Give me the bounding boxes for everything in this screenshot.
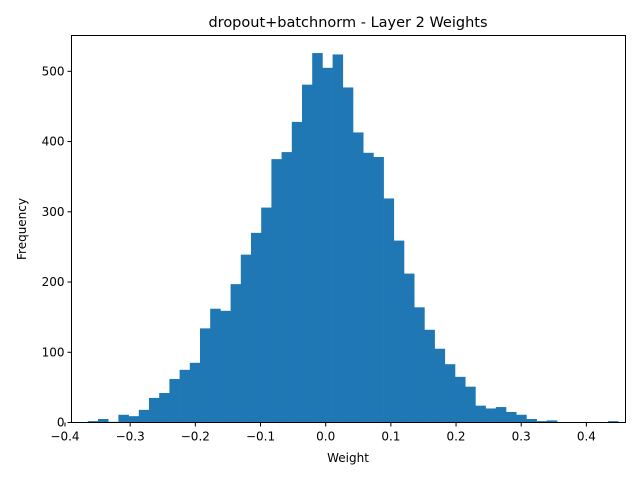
- y-tick-label: 500: [42, 64, 65, 78]
- histogram-bar: [210, 308, 221, 423]
- plot-frame: [71, 35, 626, 423]
- y-tick-label: 100: [42, 345, 65, 359]
- histogram-bar: [312, 53, 323, 423]
- histogram-bar: [475, 405, 486, 423]
- x-tick-label: 0.4: [577, 430, 596, 444]
- x-tick-label: 0.2: [446, 430, 465, 444]
- histogram-bar: [516, 414, 527, 423]
- histogram-bar: [485, 408, 497, 423]
- histogram-bar: [363, 152, 374, 423]
- histogram-bar: [342, 87, 354, 423]
- histogram-bar: [495, 407, 507, 423]
- y-tick-label: 0: [57, 416, 65, 430]
- y-tick-label: 400: [42, 135, 65, 149]
- histogram-bar: [281, 152, 293, 423]
- histogram-bar: [414, 307, 425, 423]
- histogram-bar: [444, 364, 456, 423]
- histogram-bar: [404, 273, 415, 423]
- histogram-bar: [128, 416, 140, 423]
- histogram-bar: [291, 121, 303, 423]
- histogram-bar: [138, 409, 150, 423]
- histogram-bar: [332, 54, 344, 423]
- x-tick-label: −0.2: [181, 430, 210, 444]
- histogram-bar: [465, 386, 476, 423]
- histogram-bar: [220, 310, 231, 423]
- x-tick-label: −0.4: [50, 430, 79, 444]
- histogram-bar: [230, 284, 242, 423]
- x-tick-label: 0.1: [381, 430, 400, 444]
- histogram-bar: [240, 254, 252, 423]
- histogram-bar: [353, 132, 364, 423]
- histogram-bar: [200, 328, 211, 423]
- histogram-bar: [87, 421, 99, 423]
- histogram-bar: [159, 393, 170, 423]
- histogram-bar: [148, 397, 160, 423]
- y-tick-label: 300: [42, 205, 65, 219]
- histogram-bar: [189, 362, 201, 423]
- y-ticks-group: 0 100 200 300 400 500: [42, 64, 72, 430]
- histogram-bar: [536, 421, 548, 423]
- histogram-bar: [261, 207, 272, 423]
- chart-title: dropout+batchnorm - Layer 2 Weights: [208, 15, 487, 31]
- histogram-bar: [169, 378, 180, 423]
- histogram-bar: [322, 67, 333, 423]
- histogram-bar: [373, 157, 384, 423]
- histogram-bar: [434, 348, 446, 423]
- histogram-bar: [608, 421, 619, 423]
- x-tick-label: −0.1: [246, 430, 275, 444]
- x-tick-label: 0.0: [316, 430, 335, 444]
- histogram-bar: [118, 414, 129, 423]
- histogram-bar: [97, 418, 109, 423]
- x-ticks-group: −0.4 −0.3 −0.2 −0.1 0.0 0.1 0.2 0.3 0.4: [50, 422, 596, 444]
- histogram-bar: [383, 198, 395, 423]
- histogram-bar: [526, 418, 537, 423]
- y-axis-label: Frequency: [15, 198, 29, 260]
- histogram-bar: [455, 376, 466, 423]
- histogram-bar: [271, 159, 282, 423]
- histogram-bar: [302, 84, 313, 423]
- histogram-bar: [506, 411, 517, 423]
- x-tick-label: −0.3: [116, 430, 145, 444]
- x-tick-label: 0.3: [512, 430, 531, 444]
- histogram-bar: [424, 329, 435, 423]
- y-tick-label: 200: [42, 275, 65, 289]
- histogram-bar: [179, 369, 191, 423]
- histogram-bar: [546, 420, 558, 423]
- histogram-bar: [251, 232, 262, 423]
- histogram-bar: [393, 240, 405, 423]
- bars-group: [87, 53, 619, 423]
- x-axis-label: Weight: [327, 451, 369, 465]
